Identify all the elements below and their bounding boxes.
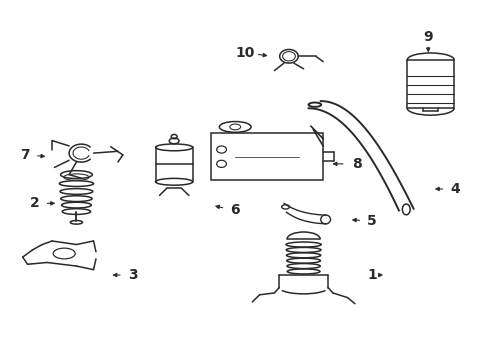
Text: 6: 6 <box>230 203 240 217</box>
Bar <box>211 134 323 180</box>
Text: 4: 4 <box>450 182 460 196</box>
Text: 3: 3 <box>128 268 137 282</box>
Text: 8: 8 <box>352 157 362 171</box>
Text: 2: 2 <box>30 196 40 210</box>
Text: 10: 10 <box>235 46 255 60</box>
Text: 9: 9 <box>423 30 433 44</box>
Text: 1: 1 <box>367 268 377 282</box>
Text: 5: 5 <box>367 214 377 228</box>
Text: 7: 7 <box>20 148 30 162</box>
